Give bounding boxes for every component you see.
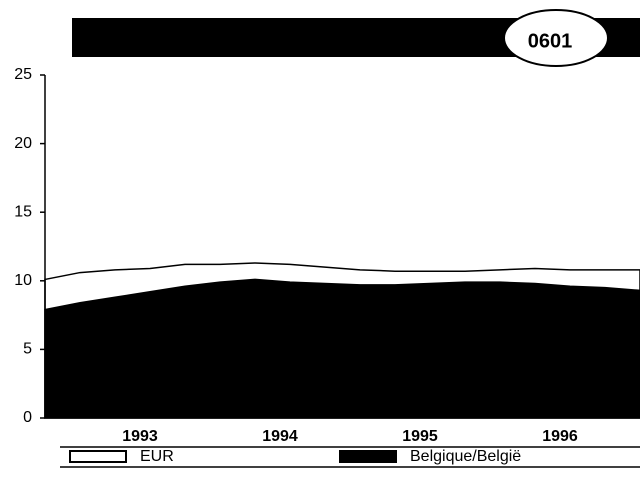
legend-label: EUR: [140, 448, 174, 465]
legend-swatch: [339, 450, 397, 463]
x-tick-label: 1993: [122, 428, 158, 445]
y-tick-label: 20: [14, 135, 32, 152]
y-tick-label: 10: [14, 272, 32, 289]
x-tick-label: 1996: [542, 428, 578, 445]
x-tick-label: 1994: [262, 428, 298, 445]
x-tick-label: 1995: [402, 428, 438, 445]
area: [44, 278, 640, 419]
legend-swatch: [69, 450, 127, 463]
legend-label: Belgique/België: [410, 448, 521, 465]
y-tick-label: 5: [23, 341, 32, 358]
y-tick-label: 25: [14, 66, 32, 83]
y-tick-label: 15: [14, 203, 32, 220]
badge-text: 0601: [528, 30, 573, 52]
y-tick-label: 0: [23, 409, 32, 426]
badge: [503, 9, 609, 67]
